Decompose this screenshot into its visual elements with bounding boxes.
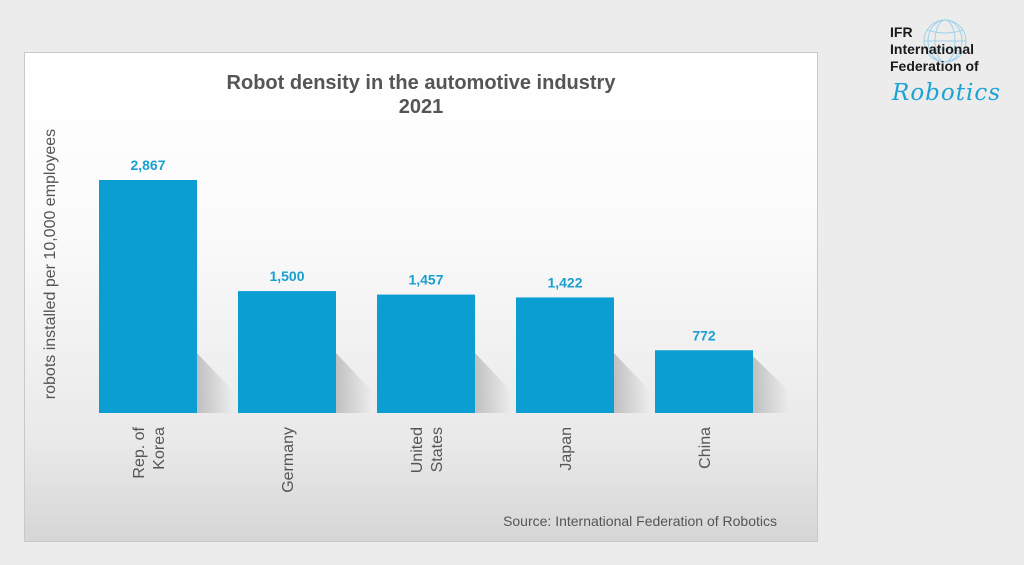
bar <box>238 291 336 413</box>
category-label: Japan <box>558 427 575 471</box>
chart-panel: Robot density in the automotive industry… <box>24 52 818 542</box>
logo-script-robotics: Robotics <box>892 80 1002 106</box>
chart-title: Robot density in the automotive industry… <box>25 71 817 119</box>
category-label: United States <box>409 427 446 473</box>
bar-shadow <box>614 353 650 413</box>
source-note: Source: International Federation of Robo… <box>503 513 777 529</box>
data-label: 772 <box>692 327 716 343</box>
bar-shadow <box>197 353 233 413</box>
category-label: Rep. of Korea <box>131 426 168 478</box>
data-label: 1,422 <box>547 274 582 290</box>
logo-line-ifr: IFR <box>890 24 913 40</box>
globe-icon <box>923 19 967 63</box>
bar-shadow <box>336 353 372 413</box>
data-label: 1,500 <box>269 268 304 284</box>
category-label-line: United <box>409 427 426 473</box>
logo-line-federation: Federation of <box>890 58 979 74</box>
logo-text: IFR International Federation of <box>890 24 979 75</box>
category-label: China <box>697 427 714 469</box>
category-label: Germany <box>280 427 297 493</box>
bar-chart: 2,867 Rep. of Korea 1,500 Germany 1,457 United… <box>99 157 789 493</box>
bar <box>377 294 475 413</box>
bar-shadow <box>475 353 511 413</box>
category-label-line: Japan <box>558 427 575 471</box>
category-label-line: States <box>429 427 446 472</box>
category-label-line: Korea <box>151 427 168 470</box>
bar <box>516 297 614 413</box>
category-label-line: Rep. of <box>131 426 148 478</box>
category-label-line: Germany <box>280 427 297 493</box>
data-label: 1,457 <box>408 272 443 288</box>
ifr-logo: IFR International Federation of Robotics <box>888 18 1018 118</box>
chart-subtitle: 2021 <box>398 96 444 118</box>
category-label-line: China <box>697 427 714 469</box>
bar-shadow <box>753 356 789 413</box>
logo-line-international: International <box>890 41 975 57</box>
data-label: 2,867 <box>130 157 165 173</box>
chart-title-line: Robot density in the automotive industry <box>226 72 616 94</box>
bar <box>655 350 753 413</box>
bar <box>99 180 197 413</box>
